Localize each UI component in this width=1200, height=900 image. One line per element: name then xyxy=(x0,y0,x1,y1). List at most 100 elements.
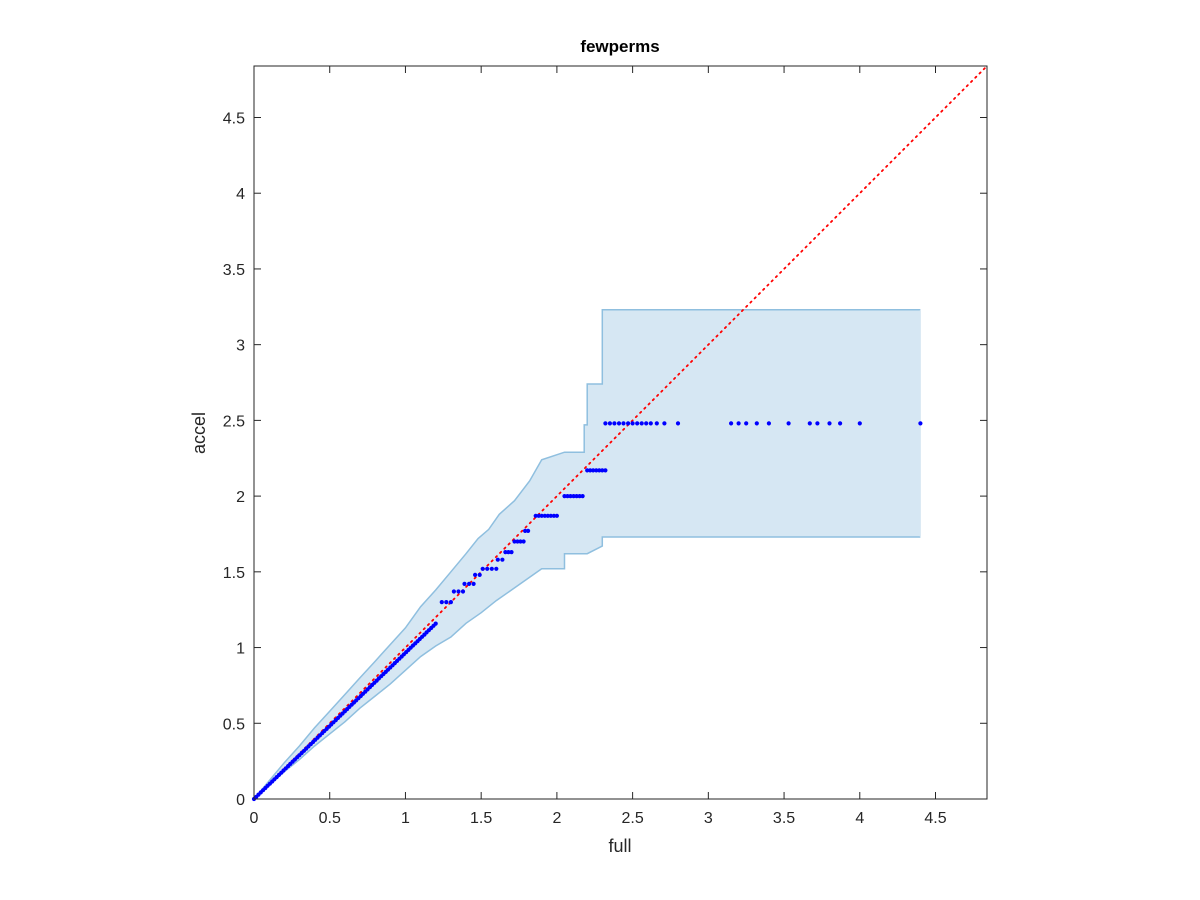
data-point xyxy=(485,566,490,571)
y-tick-label: 0 xyxy=(236,792,245,809)
data-point xyxy=(545,513,550,518)
data-point xyxy=(675,421,681,426)
data-point xyxy=(467,581,472,587)
y-tick-label: 3 xyxy=(236,338,245,355)
data-point xyxy=(729,421,734,426)
data-point xyxy=(521,539,526,544)
data-point xyxy=(515,539,520,544)
x-tick-label: 1 xyxy=(401,810,410,827)
data-point xyxy=(588,468,593,473)
data-point xyxy=(594,468,599,473)
data-point xyxy=(539,513,544,518)
y-tick-label: 4 xyxy=(236,186,245,203)
y-tick-label: 2.5 xyxy=(223,413,245,430)
x-tick-label: 4.5 xyxy=(924,810,946,827)
data-point xyxy=(603,468,608,473)
data-point xyxy=(580,494,585,499)
plot-area: 0 0.5 1 1.5 2 2.5 3 3.5 4 4.5 0 0.5 1 1.5 2 2.5 3 3.5 4 4.5 xyxy=(223,65,988,827)
data-point xyxy=(571,494,576,499)
data-point xyxy=(648,421,653,426)
x-tick-label: 0.5 xyxy=(319,810,341,827)
data-point xyxy=(506,550,511,555)
data-point xyxy=(744,421,749,426)
data-point xyxy=(786,421,791,426)
data-point xyxy=(494,566,499,571)
data-point xyxy=(639,421,644,426)
data-point xyxy=(551,513,557,518)
data-point xyxy=(574,494,579,499)
data-point xyxy=(600,468,605,473)
data-point xyxy=(548,513,553,518)
x-tick-label: 2 xyxy=(552,810,561,827)
band-lower-edge xyxy=(253,536,921,800)
data-point xyxy=(526,528,531,534)
data-point xyxy=(607,421,613,426)
data-point xyxy=(460,589,466,594)
data-point xyxy=(439,600,444,605)
band-upper-edge xyxy=(253,309,921,800)
y-tick-label: 0.5 xyxy=(223,716,245,733)
data-point xyxy=(509,550,514,555)
data-point xyxy=(654,421,659,426)
data-point xyxy=(448,600,453,605)
data-point xyxy=(857,421,862,426)
y-tick-label: 4.5 xyxy=(223,110,245,127)
data-point xyxy=(456,589,461,594)
data-point xyxy=(480,566,485,571)
data-point xyxy=(616,421,622,426)
confidence-band xyxy=(254,309,921,799)
data-point xyxy=(433,621,438,626)
data-point xyxy=(621,421,626,426)
data-point xyxy=(495,557,500,562)
data-point xyxy=(635,421,640,426)
data-point xyxy=(626,421,631,426)
data-point xyxy=(565,494,570,499)
data-point xyxy=(577,494,582,499)
data-point xyxy=(473,572,478,578)
x-tick-label: 3 xyxy=(704,810,713,827)
data-point xyxy=(807,421,812,426)
data-point xyxy=(630,421,635,426)
x-tick-label: 3.5 xyxy=(773,810,795,827)
data-point xyxy=(512,539,517,544)
x-tick-label: 0 xyxy=(250,810,259,827)
chart-title: fewperms xyxy=(580,37,659,56)
data-point xyxy=(562,494,567,499)
y-tick-label: 3.5 xyxy=(223,262,245,279)
x-tick-label: 1.5 xyxy=(470,810,492,827)
data-point xyxy=(815,421,820,426)
data-point xyxy=(471,581,476,587)
data-point xyxy=(444,600,449,605)
y-tick-label: 1.5 xyxy=(223,565,245,582)
data-point xyxy=(736,421,741,426)
data-point xyxy=(827,421,832,426)
data-point xyxy=(585,468,590,473)
data-point xyxy=(918,421,923,426)
data-point xyxy=(523,528,528,534)
x-tick-label: 4 xyxy=(855,810,864,827)
data-point xyxy=(591,468,596,473)
data-point xyxy=(554,513,560,518)
data-point xyxy=(597,468,602,473)
data-point xyxy=(536,513,541,518)
data-point xyxy=(518,539,523,544)
data-point xyxy=(542,513,547,518)
data-point xyxy=(533,513,538,518)
data-point xyxy=(838,421,843,426)
data-point xyxy=(462,581,467,587)
data-point xyxy=(754,421,759,426)
data-point xyxy=(603,421,608,426)
y-axis-label: accel xyxy=(189,412,209,454)
y-tick-label: 1 xyxy=(236,641,245,658)
data-point xyxy=(568,494,573,499)
data-point xyxy=(612,421,617,426)
data-point xyxy=(489,566,494,571)
x-axis-label: full xyxy=(608,836,631,856)
data-point xyxy=(644,421,649,426)
data-point xyxy=(503,550,508,555)
reference-line xyxy=(253,65,988,800)
axes-box xyxy=(253,65,988,800)
data-point xyxy=(500,557,505,562)
data-point xyxy=(451,589,456,594)
